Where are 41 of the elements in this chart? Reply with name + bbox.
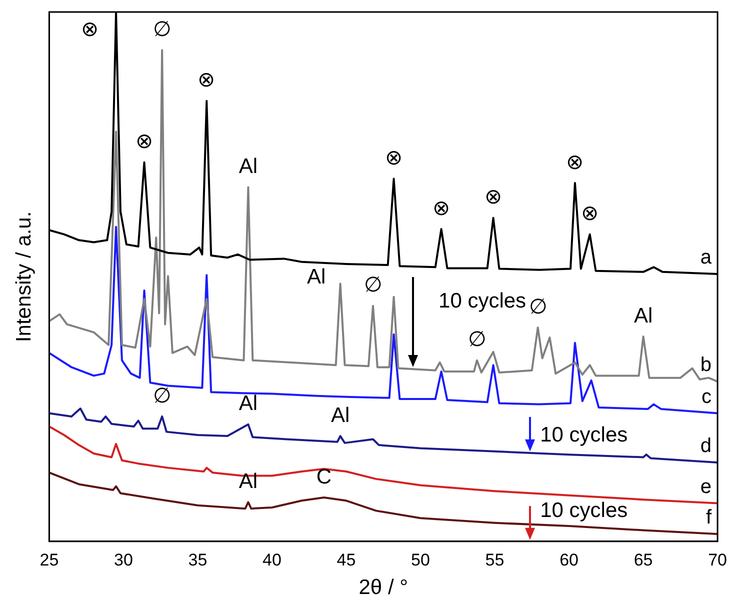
annotation: ⊗ bbox=[484, 186, 502, 209]
annotation: ⊗ bbox=[432, 196, 450, 220]
annotation: ∅ bbox=[468, 328, 486, 352]
annotation: ⊗ bbox=[580, 202, 599, 226]
series-label: b bbox=[700, 354, 712, 376]
series-label: c bbox=[702, 386, 712, 408]
annotation: Al bbox=[238, 155, 258, 178]
y-axis-title: Intensity / a.u. bbox=[12, 211, 36, 342]
annotation: Al bbox=[238, 470, 258, 494]
series-label: d bbox=[700, 435, 712, 458]
x-tick-label: 50 bbox=[411, 550, 430, 570]
annotation: Al bbox=[238, 392, 258, 416]
annotation: Al bbox=[330, 404, 350, 427]
series-label: a bbox=[700, 246, 712, 269]
annotation: ⊗ bbox=[135, 130, 154, 154]
x-axis-title: 2θ / ° bbox=[358, 576, 408, 600]
series-label: e bbox=[700, 476, 712, 498]
annotation: 10 cycles bbox=[540, 423, 628, 446]
annotation: 10 cycles bbox=[540, 499, 628, 522]
annotation: ∅ bbox=[528, 295, 547, 318]
annotation: Al bbox=[634, 304, 653, 328]
x-tick-label: 60 bbox=[560, 550, 578, 570]
annotation: 10 cycles bbox=[438, 289, 526, 312]
x-tick-label: 70 bbox=[708, 550, 728, 570]
x-tick-label: 35 bbox=[188, 550, 208, 570]
annotation: ∅ bbox=[364, 274, 382, 297]
x-tick-label: 55 bbox=[485, 550, 504, 570]
annotation: C bbox=[316, 465, 332, 488]
annotation: Al bbox=[306, 265, 326, 288]
x-tick-label: 25 bbox=[40, 550, 59, 570]
annotation: ⊗ bbox=[81, 18, 100, 41]
x-tick-label: 45 bbox=[336, 550, 356, 570]
annotation: ⊗ bbox=[566, 150, 584, 174]
annotation: ∅ bbox=[153, 384, 172, 408]
x-tick-label: 65 bbox=[634, 550, 653, 570]
x-tick-label: 40 bbox=[262, 550, 282, 570]
x-tick-label: 30 bbox=[114, 550, 133, 570]
annotation: ∅ bbox=[153, 18, 172, 41]
annotation: ⊗ bbox=[384, 146, 403, 170]
series-label: f bbox=[706, 506, 712, 529]
annotation: ⊗ bbox=[198, 68, 216, 92]
